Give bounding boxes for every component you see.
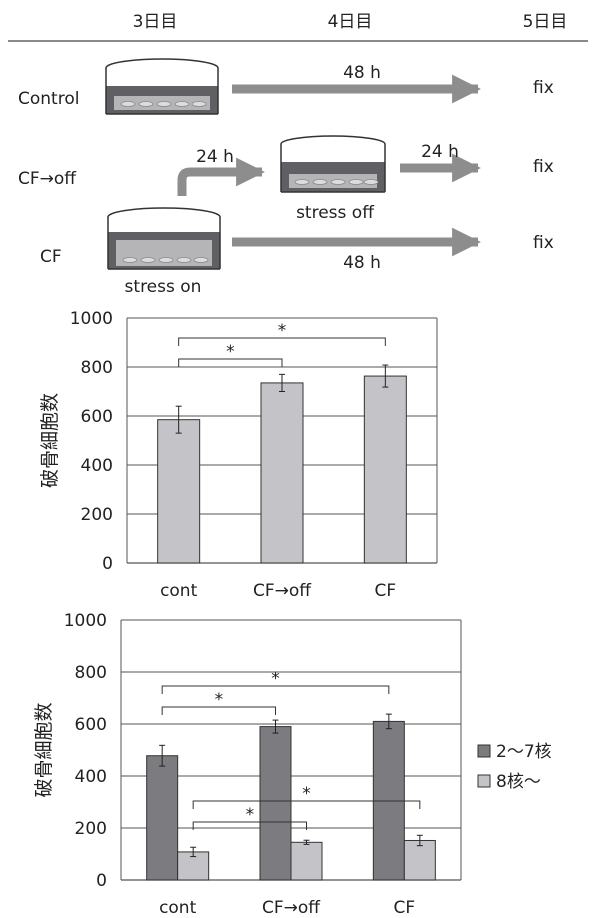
bar [290, 841, 323, 881]
bar [259, 726, 292, 881]
row-label-control: Control [18, 89, 79, 109]
significance-bracket [178, 358, 283, 367]
significance-bracket [192, 800, 421, 809]
y-tick-label: 400 [81, 456, 113, 476]
row-label-cf: CF [40, 247, 62, 267]
bar [157, 419, 201, 564]
x-tick-label: CF [375, 581, 397, 601]
arrow-cf-off-bend [177, 157, 265, 196]
caption-stress-on: stress on [125, 277, 202, 297]
bar [363, 375, 407, 564]
day-label-3: 3日目 [133, 12, 178, 32]
duration-cf-off-1: 24 h [196, 147, 234, 167]
row-label-cf-off: CF→off [18, 169, 77, 189]
x-tick-label: CF→off [253, 581, 312, 601]
legend-swatch [477, 774, 491, 788]
culture-dish-stress-off [280, 135, 386, 193]
y-tick-label: 1000 [70, 309, 113, 329]
day-label-5: 5日目 [523, 12, 568, 32]
fix-label-cf-off: fix [533, 157, 554, 177]
legend-label: 2〜7核 [496, 742, 552, 762]
y-tick-label: 200 [81, 505, 113, 525]
chart-total-osteoclasts: 0 200 400 600 800 1000 破骨細胞数 cont CF→off CF * * [39, 309, 438, 601]
y-tick-label: 0 [102, 554, 113, 574]
y-tick-label: 1000 [64, 611, 107, 631]
day-label-4: 4日目 [328, 12, 373, 32]
culture-dish-control [105, 58, 219, 115]
duration-cf: 48 h [343, 253, 381, 273]
legend-label: 8核〜 [496, 772, 541, 792]
protocol-diagram: 3日目 4日目 5日目 Control 48 h fix CF→off 24 h [8, 12, 588, 297]
significance-star: * [226, 342, 235, 362]
bar [146, 755, 179, 881]
bar [260, 382, 304, 564]
x-tick-label: cont [160, 581, 198, 601]
y-tick-label: 800 [81, 358, 113, 378]
y-axis-label: 破骨細胞数 [39, 393, 61, 488]
significance-bracket [161, 706, 276, 715]
y-tick-label: 0 [96, 871, 107, 891]
duration-cf-off-2: 24 h [421, 142, 459, 162]
y-tick-label: 200 [75, 819, 107, 839]
significance-star: * [278, 321, 287, 341]
y-tick-label: 800 [75, 663, 107, 683]
y-tick-label: 400 [75, 767, 107, 787]
significance-bracket [192, 821, 307, 830]
culture-dish-stress-on [107, 207, 221, 270]
y-tick-label: 600 [75, 715, 107, 735]
y-axis-label: 破骨細胞数 [33, 702, 55, 797]
significance-star: * [246, 805, 255, 825]
x-tick-label: cont [159, 898, 197, 918]
significance-bracket [161, 685, 390, 694]
significance-star: * [215, 690, 224, 710]
y-tick-label: 600 [81, 407, 113, 427]
x-tick-label: CF→off [262, 898, 321, 918]
duration-control: 48 h [343, 63, 381, 83]
legend-swatch [477, 744, 491, 758]
significance-bracket [178, 337, 386, 346]
caption-stress-off: stress off [296, 203, 375, 223]
significance-star: * [302, 784, 311, 804]
chart-by-nuclei: 0 200 400 600 800 1000 破骨細胞数 cont CF→off CF * * * * 2〜… [33, 611, 552, 918]
significance-star: * [271, 669, 280, 689]
fix-label-control: fix [533, 78, 554, 98]
bar [403, 839, 436, 881]
fix-label-cf: fix [533, 233, 554, 253]
x-tick-label: CF [394, 898, 416, 918]
